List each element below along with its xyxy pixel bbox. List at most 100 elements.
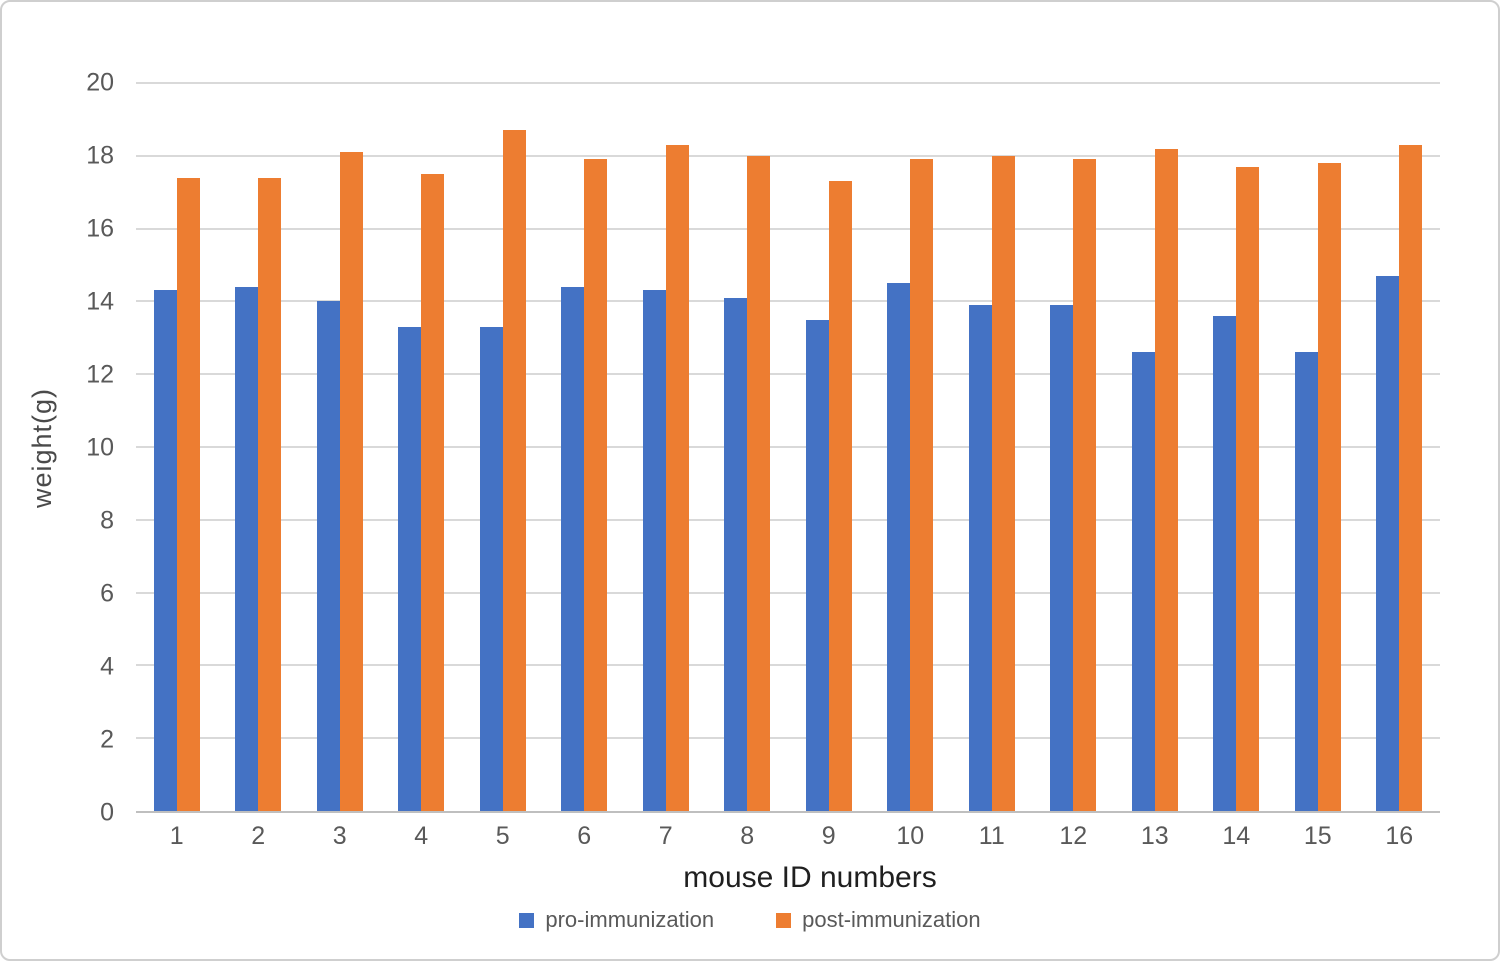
y-tick-label-4: 4: [100, 652, 114, 681]
gridline-y4: [136, 664, 1440, 667]
bar-post-immunization-mouse-7: [665, 144, 689, 811]
y-axis-tick-labels: 0 2 4 6 8 10 12 14 16 18 20: [68, 69, 124, 827]
x-tick-label-3: 3: [332, 821, 347, 850]
gridline-y2: [136, 737, 1440, 740]
y-tick-label-6: 6: [100, 579, 114, 608]
x-tick-label-9: 9: [821, 821, 836, 850]
y-tick-label-2: 2: [100, 725, 114, 754]
bar-group-7: [625, 83, 707, 811]
bar-post-immunization-mouse-13: [1154, 148, 1178, 811]
gridline-y18: [136, 154, 1440, 157]
x-axis-tick-row: 1 2 3 4 5 6 7 8 9 10 11 12 13 14 15 16: [2, 813, 1498, 859]
bar-post-immunization-mouse-8: [747, 155, 771, 811]
x-tick-label-4: 4: [414, 821, 429, 850]
x-tick-label-15: 15: [1303, 821, 1332, 850]
bar-group-15: [1277, 83, 1359, 811]
y-axis-title: weight(g): [16, 83, 68, 813]
gridline-y8: [136, 518, 1440, 521]
bar-pro-immunization-mouse-1: [153, 290, 177, 811]
gridline-y10: [136, 446, 1440, 448]
x-tick-label-12: 12: [1059, 821, 1088, 850]
bar-post-immunization-mouse-10: [910, 159, 934, 811]
bar-group-12: [1033, 83, 1115, 811]
bar-post-immunization-mouse-16: [1399, 144, 1423, 811]
y-tick-label-14: 14: [86, 287, 114, 316]
x-tick-label-16: 16: [1385, 821, 1414, 850]
gridline-y20: [136, 82, 1440, 84]
bar-groups: [136, 83, 1440, 811]
x-tick-label-14: 14: [1222, 821, 1251, 850]
bar-post-immunization-mouse-1: [176, 177, 200, 811]
legend-label-post-immunization: post-immunization: [802, 907, 981, 932]
y-tick-label-16: 16: [86, 214, 114, 243]
bar-post-immunization-mouse-11: [991, 155, 1015, 811]
bar-post-immunization-mouse-9: [828, 181, 852, 811]
bar-pro-immunization-mouse-15: [1294, 352, 1318, 811]
bar-pro-immunization-mouse-8: [724, 297, 748, 811]
bar-group-16: [1359, 83, 1441, 811]
x-tick-label-11: 11: [978, 821, 1005, 850]
bar-post-immunization-mouse-15: [1317, 163, 1341, 811]
bar-pro-immunization-mouse-9: [805, 319, 829, 811]
bar-group-5: [462, 83, 544, 811]
legend-swatch-pro-immunization: [519, 912, 535, 928]
bar-group-1: [136, 83, 218, 811]
bar-post-immunization-mouse-2: [258, 177, 282, 811]
y-tick-label-18: 18: [86, 141, 114, 170]
bar-post-immunization-mouse-12: [1073, 159, 1097, 811]
gridline-y14: [136, 300, 1440, 303]
bar-group-10: [870, 83, 952, 811]
x-tick-label-1: 1: [169, 821, 184, 850]
bar-post-immunization-mouse-6: [584, 159, 608, 811]
bar-post-immunization-mouse-14: [1236, 166, 1260, 811]
bar-pro-immunization-mouse-16: [1376, 275, 1400, 811]
legend-label-pro-immunization: pro-immunization: [545, 907, 715, 932]
bar-group-2: [218, 83, 300, 811]
bar-group-3: [299, 83, 381, 811]
bar-pro-immunization-mouse-6: [561, 286, 585, 811]
bar-post-immunization-mouse-3: [339, 152, 363, 811]
y-tick-label-20: 20: [86, 68, 114, 97]
x-tick-label-10: 10: [896, 821, 925, 850]
legend-item-pro-immunization: pro-immunization: [519, 907, 714, 933]
bar-pro-immunization-mouse-4: [398, 326, 422, 811]
legend-item-post-immunization: post-immunization: [776, 907, 981, 933]
bar-group-4: [381, 83, 463, 811]
y-tick-label-10: 10: [86, 433, 114, 462]
gridline-y16: [136, 227, 1440, 230]
bar-pro-immunization-mouse-13: [1131, 352, 1155, 811]
x-tick-label-2: 2: [251, 821, 266, 850]
chart-body: weight(g) 0 2 4 6 8 10 12 14 16 18 20: [2, 69, 1498, 827]
gridline-y6: [136, 591, 1440, 594]
bar-group-6: [544, 83, 626, 811]
x-tick-label-13: 13: [1140, 821, 1169, 850]
bar-pro-immunization-mouse-3: [316, 301, 340, 811]
bar-pro-immunization-mouse-12: [1050, 305, 1074, 811]
x-tick-label-8: 8: [740, 821, 755, 850]
bar-pro-immunization-mouse-2: [235, 286, 259, 811]
bar-group-9: [788, 83, 870, 811]
bar-group-11: [951, 83, 1033, 811]
plot-area: [136, 82, 1440, 813]
bar-pro-immunization-mouse-5: [479, 326, 503, 811]
bar-pro-immunization-mouse-14: [1213, 315, 1237, 811]
x-tick-label-6: 6: [577, 821, 592, 850]
bar-post-immunization-mouse-4: [421, 174, 445, 811]
x-axis-title: mouse ID numbers: [683, 861, 937, 894]
bar-group-14: [1196, 83, 1278, 811]
bar-pro-immunization-mouse-7: [642, 290, 666, 811]
bar-post-immunization-mouse-5: [502, 130, 526, 811]
bar-group-13: [1114, 83, 1196, 811]
x-tick-label-7: 7: [658, 821, 673, 850]
x-tick-label-5: 5: [495, 821, 510, 850]
bar-pro-immunization-mouse-11: [968, 305, 992, 811]
y-tick-label-12: 12: [86, 360, 114, 389]
y-tick-label-0: 0: [100, 798, 114, 827]
legend-swatch-post-immunization: [776, 912, 792, 928]
bar-pro-immunization-mouse-10: [887, 283, 911, 811]
bar-group-8: [707, 83, 789, 811]
legend: pro-immunization post-immunization: [2, 907, 1498, 933]
y-tick-label-8: 8: [100, 506, 114, 535]
y-axis-title-text: weight(g): [26, 387, 57, 509]
